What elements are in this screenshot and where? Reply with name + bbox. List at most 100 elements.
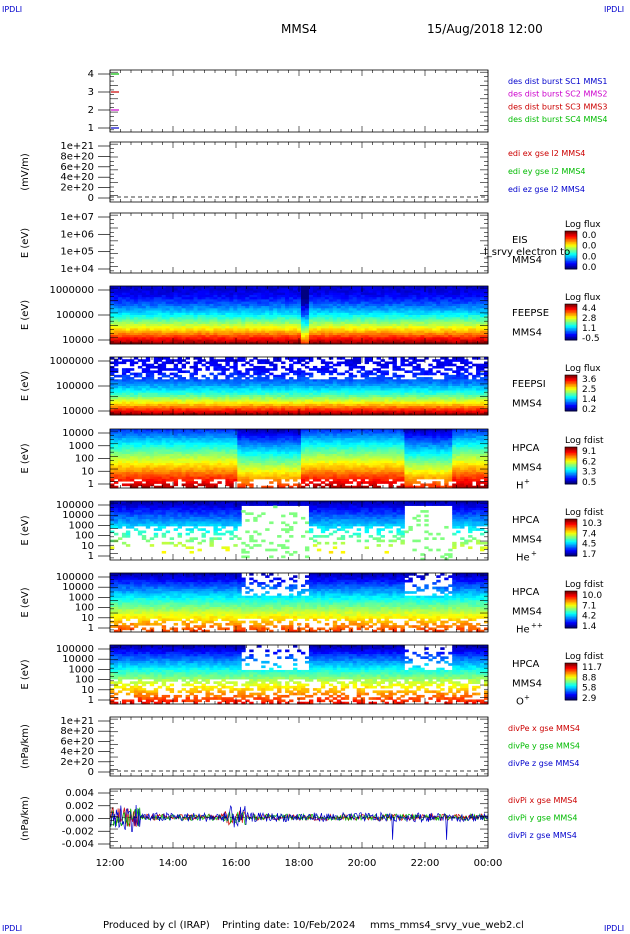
heatmap-cell <box>456 332 461 336</box>
heatmap-cell <box>173 328 179 332</box>
heatmap-cell <box>157 481 163 484</box>
heatmap-cell <box>352 408 358 411</box>
heatmap-cell <box>456 372 461 376</box>
heatmap-cell <box>281 315 286 318</box>
heatmap-cell <box>289 341 294 345</box>
heatmap-cell <box>356 359 362 362</box>
heatmap-cell <box>281 328 286 332</box>
heatmap-cell <box>480 381 485 385</box>
heatmap-cell <box>392 383 397 387</box>
heatmap-cell <box>384 339 389 343</box>
heatmap-cell <box>177 399 183 403</box>
heatmap-cell <box>129 429 135 432</box>
heatmap-cell <box>436 321 441 325</box>
heatmap-cell <box>149 408 155 411</box>
heatmap-cell <box>344 323 350 327</box>
heatmap-cell <box>440 397 445 400</box>
heatmap-cell <box>300 335 306 338</box>
heatmap-cell <box>352 299 358 303</box>
heatmap-cell <box>257 323 262 327</box>
heatmap-cell <box>289 319 294 323</box>
heatmap-cell <box>464 288 469 291</box>
heatmap-cell <box>428 392 433 396</box>
heatmap-cell <box>269 288 274 291</box>
heatmap-cell <box>261 372 266 376</box>
heatmap-cell <box>153 447 159 450</box>
heatmap-cell <box>308 294 314 298</box>
heatmap-cell <box>269 310 274 314</box>
heatmap-cell <box>452 312 457 316</box>
heatmap-cell <box>408 323 413 327</box>
heatmap-cell <box>456 377 461 380</box>
heatmap-cell <box>141 294 147 298</box>
heatmap-cell <box>281 323 286 327</box>
heatmap-cell <box>273 379 278 382</box>
heatmap-cell <box>404 363 409 367</box>
heatmap-cell <box>277 341 282 345</box>
heatmap-cell <box>285 321 290 325</box>
heatmap-cell <box>293 388 298 391</box>
heatmap-cell <box>464 303 469 307</box>
heatmap-cell <box>384 392 389 396</box>
heatmap-cell <box>388 312 393 316</box>
heatmap-cell <box>308 292 314 296</box>
heatmap-cell <box>384 406 389 409</box>
heatmap-cell <box>213 394 218 398</box>
heatmap-cell <box>364 286 370 289</box>
heatmap-cell <box>293 372 298 376</box>
heatmap-cell <box>448 328 453 332</box>
heatmap-cell <box>113 392 119 396</box>
heatmap-cell <box>324 301 330 305</box>
heatmap-cell <box>213 383 218 387</box>
heatmap-cell <box>193 368 198 371</box>
heatmap-cell <box>265 388 270 391</box>
heatmap-cell <box>289 288 294 291</box>
heatmap-cell <box>273 288 278 291</box>
heatmap-cell <box>185 397 190 400</box>
y-tick-label: 0 <box>88 193 94 204</box>
heatmap-cell <box>285 306 290 309</box>
heatmap-cell <box>304 312 310 316</box>
heatmap-cell <box>110 379 115 382</box>
heatmap-cell <box>420 294 425 298</box>
heatmap-cell <box>293 337 298 340</box>
heatmap-cell <box>308 306 314 309</box>
heatmap-cell <box>197 381 202 385</box>
heatmap-cell <box>153 456 159 459</box>
heatmap-cell <box>113 435 119 439</box>
heatmap-cell <box>185 408 190 411</box>
heatmap-cell <box>396 330 401 334</box>
heatmap-cell <box>400 361 405 365</box>
heatmap-cell <box>253 319 258 323</box>
heatmap-cell <box>249 392 254 396</box>
heatmap-cell <box>297 377 302 380</box>
heatmap-cell <box>432 335 437 338</box>
heatmap-cell <box>257 297 262 300</box>
heatmap-cell <box>444 288 449 291</box>
heatmap-cell <box>420 386 425 389</box>
heatmap-cell <box>328 386 334 389</box>
heatmap-cell <box>225 408 230 411</box>
heatmap-cell <box>460 315 465 318</box>
heatmap-cell <box>141 456 147 459</box>
heatmap-cell <box>265 403 270 407</box>
heatmap-cell <box>117 449 123 453</box>
heatmap-cell <box>261 321 266 325</box>
heatmap-cell <box>273 335 278 338</box>
heatmap-cell <box>110 478 115 482</box>
heatmap-cell <box>412 337 417 340</box>
heatmap-cell <box>372 379 377 382</box>
heatmap-cell <box>277 381 282 385</box>
heatmap-cell <box>464 379 469 382</box>
heatmap-cell <box>121 368 127 371</box>
heatmap-cell <box>129 444 135 448</box>
heatmap-cell <box>372 303 377 307</box>
heatmap-cell <box>157 397 163 400</box>
heatmap-cell <box>201 406 206 409</box>
heatmap-cell <box>217 363 222 367</box>
heatmap-cell <box>396 406 401 409</box>
heatmap-cell <box>281 410 286 414</box>
heatmap-cell <box>436 299 441 303</box>
heatmap-cell <box>360 330 366 334</box>
heatmap-cell <box>233 310 238 314</box>
